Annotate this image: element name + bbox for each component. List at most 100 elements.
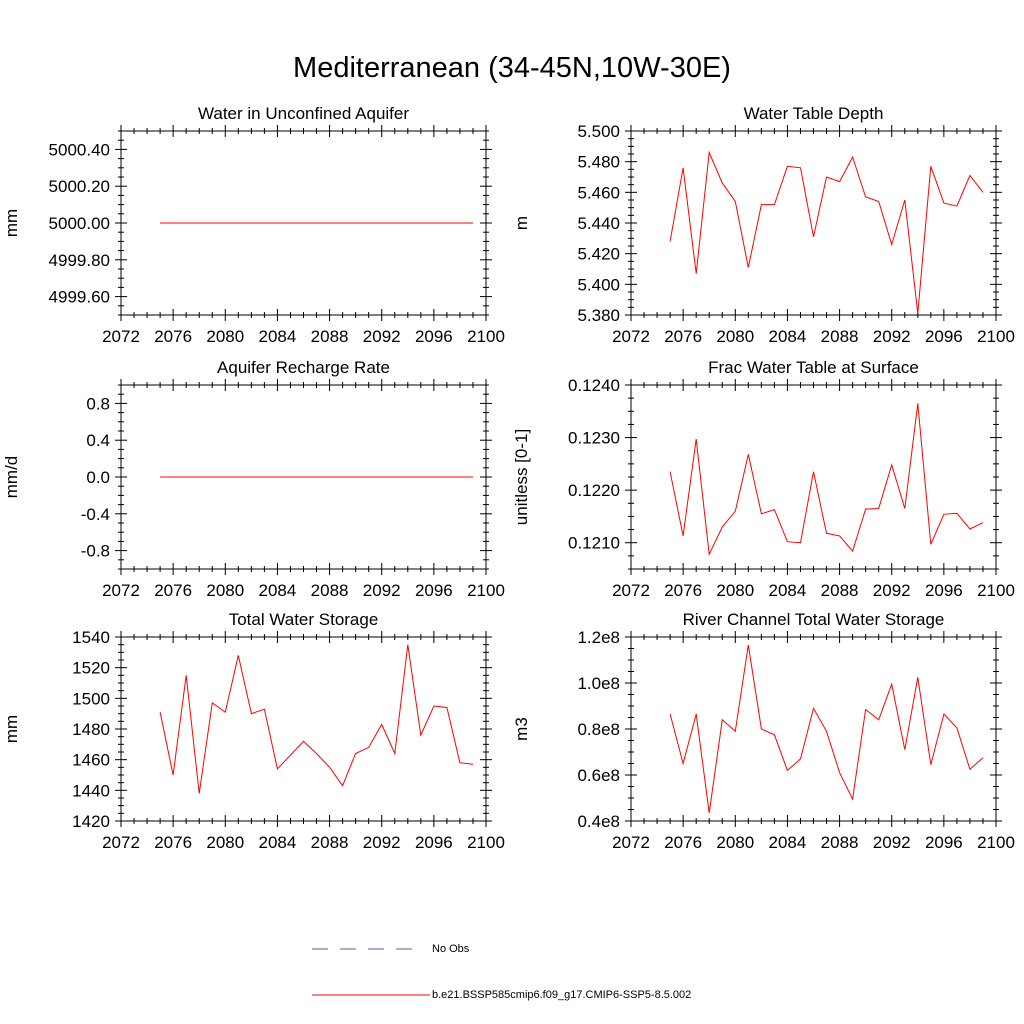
plot-frame bbox=[630, 636, 997, 822]
x-tick-label: 2076 bbox=[154, 327, 192, 346]
x-tick-label: 2076 bbox=[664, 581, 702, 600]
panel-water-in-unconfined-aquifer: Water in Unconfined Aquifer mm 2072 2076 208… bbox=[2, 104, 505, 346]
panel-title: Total Water Storage bbox=[229, 610, 379, 629]
y-tick-label: 5000.00 bbox=[49, 214, 110, 233]
x-tick-label: 2100 bbox=[977, 327, 1015, 346]
y-tick-label: 5.440 bbox=[577, 214, 620, 233]
y-tick-label: 5000.20 bbox=[49, 177, 110, 196]
y-axis-label: mm bbox=[2, 715, 21, 743]
y-tick-label: 1520 bbox=[72, 659, 110, 678]
x-tick-label: 2100 bbox=[977, 833, 1015, 852]
y-tick-label: -0.8 bbox=[81, 542, 110, 561]
x-tick-label: 2092 bbox=[363, 327, 401, 346]
legend-swatch-no-obs bbox=[312, 948, 422, 950]
y-tick-label: 5.400 bbox=[577, 275, 620, 294]
x-tick-label: 2072 bbox=[612, 581, 650, 600]
x-tick-label: 2072 bbox=[612, 833, 650, 852]
panel-title: Water Table Depth bbox=[744, 104, 884, 123]
y-axis-label: mm bbox=[2, 209, 21, 237]
x-tick-label: 2100 bbox=[977, 581, 1015, 600]
x-tick-label: 2072 bbox=[102, 833, 140, 852]
legend-swatch-model-run bbox=[312, 994, 430, 996]
x-tick-label: 2096 bbox=[415, 833, 453, 852]
y-tick-label: 0.0 bbox=[86, 468, 110, 487]
x-tick-label: 2092 bbox=[873, 581, 911, 600]
legend-label-no-obs: No Obs bbox=[432, 943, 470, 955]
y-tick-label: 5.460 bbox=[577, 183, 620, 202]
series-line bbox=[669, 150, 984, 314]
y-tick-label: 1460 bbox=[72, 751, 110, 770]
x-tick-label: 2080 bbox=[206, 581, 244, 600]
panel-aquifer-recharge-rate: Aquifer Recharge Rate mm/d 2072 2076 2080 208… bbox=[2, 358, 505, 600]
plot-frame bbox=[630, 130, 997, 316]
x-tick-label: 2092 bbox=[363, 833, 401, 852]
x-tick-label: 2080 bbox=[206, 327, 244, 346]
y-tick-label: 1420 bbox=[72, 812, 110, 831]
series-line bbox=[669, 403, 984, 557]
x-tick-label: 2100 bbox=[467, 833, 505, 852]
x-tick-label: 2076 bbox=[154, 581, 192, 600]
x-tick-label: 2088 bbox=[821, 833, 859, 852]
y-tick-label: 5.420 bbox=[577, 245, 620, 264]
x-tick-label: 2100 bbox=[467, 581, 505, 600]
panel-frac-water-table-at-surface: Frac Water Table at Surface unitless [0-1… bbox=[512, 358, 1015, 600]
y-tick-label: 1500 bbox=[72, 689, 110, 708]
y-tick-label: 0.8 bbox=[86, 394, 110, 413]
x-tick-label: 2084 bbox=[769, 833, 807, 852]
y-tick-label: 1.0e8 bbox=[577, 674, 620, 693]
x-tick-label: 2076 bbox=[154, 833, 192, 852]
x-tick-label: 2092 bbox=[873, 833, 911, 852]
x-tick-label: 2076 bbox=[664, 833, 702, 852]
x-tick-label: 2096 bbox=[925, 327, 963, 346]
y-tick-label: 5.500 bbox=[577, 122, 620, 141]
panel-title: Water in Unconfined Aquifer bbox=[198, 104, 409, 123]
y-tick-label: 0.1240 bbox=[568, 376, 620, 395]
x-tick-label: 2080 bbox=[206, 833, 244, 852]
y-tick-label: 0.1210 bbox=[568, 534, 620, 553]
x-tick-label: 2080 bbox=[716, 581, 754, 600]
x-tick-label: 2088 bbox=[821, 581, 859, 600]
x-tick-label: 2076 bbox=[664, 327, 702, 346]
y-tick-label: 0.6e8 bbox=[577, 766, 620, 785]
x-tick-label: 2084 bbox=[259, 581, 297, 600]
x-tick-label: 2072 bbox=[102, 327, 140, 346]
y-tick-label: 1.2e8 bbox=[577, 628, 620, 647]
x-tick-label: 2084 bbox=[259, 833, 297, 852]
x-tick-label: 2096 bbox=[415, 327, 453, 346]
y-axis-label: mm/d bbox=[2, 456, 21, 499]
y-tick-label: 5.380 bbox=[577, 306, 620, 325]
y-tick-label: 0.4e8 bbox=[577, 812, 620, 831]
y-tick-label: 5000.40 bbox=[49, 140, 110, 159]
y-tick-label: 0.8e8 bbox=[577, 720, 620, 739]
y-axis-label: m bbox=[512, 216, 531, 230]
x-tick-label: 2096 bbox=[415, 581, 453, 600]
x-tick-label: 2084 bbox=[259, 327, 297, 346]
x-tick-label: 2072 bbox=[102, 581, 140, 600]
x-tick-label: 2080 bbox=[716, 833, 754, 852]
x-tick-label: 2088 bbox=[311, 327, 349, 346]
x-tick-label: 2072 bbox=[612, 327, 650, 346]
y-axis-label: unitless [0-1] bbox=[512, 429, 531, 525]
plot-frame bbox=[120, 636, 487, 822]
y-tick-label: 1540 bbox=[72, 628, 110, 647]
plot-frame bbox=[630, 384, 997, 570]
legend-label-model-run: b.e21.BSSP585cmip6.f09_g17.CMIP6-SSP5-8.… bbox=[432, 989, 692, 1001]
x-tick-label: 2088 bbox=[821, 327, 859, 346]
x-tick-label: 2088 bbox=[311, 833, 349, 852]
x-tick-label: 2092 bbox=[363, 581, 401, 600]
x-tick-label: 2084 bbox=[769, 581, 807, 600]
y-tick-label: 1440 bbox=[72, 781, 110, 800]
panel-water-table-depth: Water Table Depth m 2072 2076 2080 2084 2088 20… bbox=[512, 104, 1015, 346]
y-tick-label: 0.1230 bbox=[568, 429, 620, 448]
y-axis-label: m3 bbox=[512, 717, 531, 741]
series-line bbox=[159, 644, 474, 794]
y-tick-label: 5.480 bbox=[577, 153, 620, 172]
panel-title: River Channel Total Water Storage bbox=[683, 610, 945, 629]
x-tick-label: 2080 bbox=[716, 327, 754, 346]
x-tick-label: 2096 bbox=[925, 581, 963, 600]
y-tick-label: 4999.80 bbox=[49, 251, 110, 270]
panel-title: Frac Water Table at Surface bbox=[708, 358, 919, 377]
x-tick-label: 2088 bbox=[311, 581, 349, 600]
series-line bbox=[669, 644, 984, 814]
